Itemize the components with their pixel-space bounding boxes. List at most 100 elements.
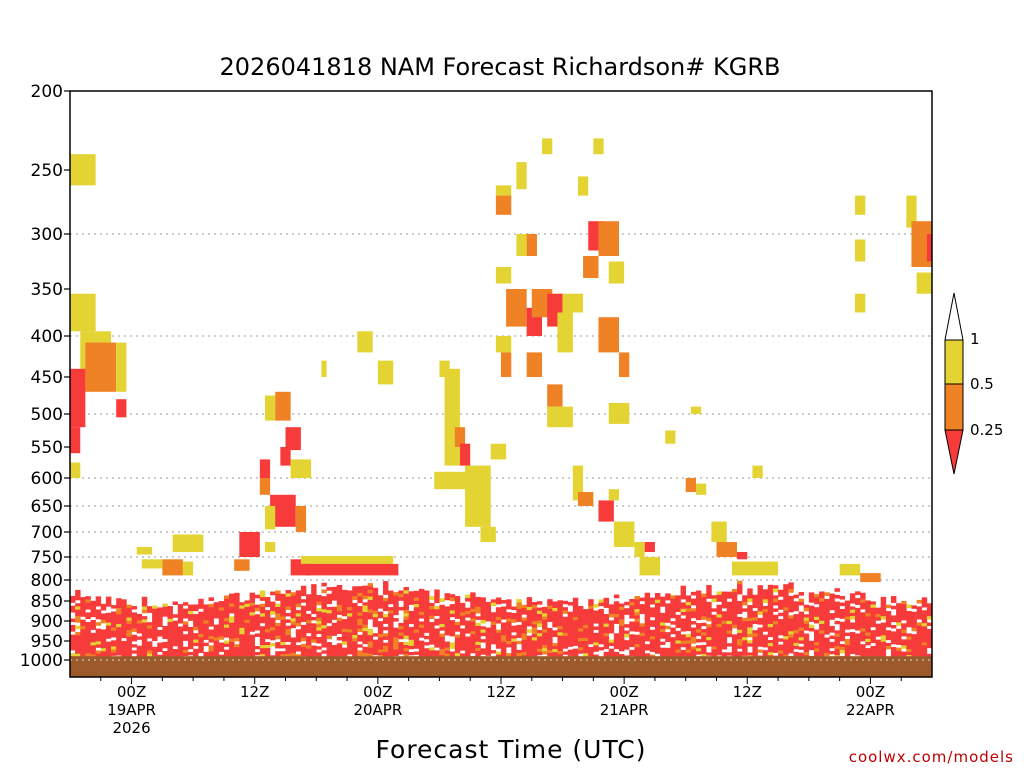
bl-cell [690, 608, 697, 612]
bl-cell [208, 635, 214, 640]
bl-cell [757, 611, 763, 616]
bl-cell [393, 618, 399, 622]
bl-cell [172, 627, 179, 631]
bl-cell [347, 622, 353, 627]
bl-cell [475, 638, 481, 643]
bl-cell [90, 626, 96, 630]
bl-cell [413, 642, 420, 646]
bl-cell [300, 624, 307, 629]
bl-cell [198, 611, 204, 616]
bl-cell [634, 650, 640, 654]
bl-cell [654, 641, 661, 645]
bl-cell [613, 610, 620, 615]
bl-cell [737, 629, 743, 634]
bl-cell [249, 615, 256, 619]
bl-cell [695, 616, 702, 621]
plot-frame [69, 90, 933, 678]
bl-cell [896, 606, 902, 610]
bl-cell [670, 640, 676, 644]
bl-cell [193, 613, 199, 618]
bl-cell [665, 653, 671, 658]
bl-cell [352, 638, 358, 642]
bl-cell [126, 630, 132, 634]
bl-cell [521, 623, 527, 628]
bl-cell [788, 649, 794, 654]
bl-cell [547, 643, 553, 648]
bl-cell [767, 614, 774, 618]
bl-cell [239, 649, 245, 654]
bl-cell [285, 593, 291, 598]
bl-cell [706, 630, 712, 635]
bl-cell [454, 621, 461, 626]
bl-cell [788, 628, 794, 632]
bl-cell [162, 609, 168, 614]
bl-cell [444, 622, 450, 626]
ri-cell-22 [259, 459, 271, 478]
bl-cell [100, 654, 107, 658]
bl-cell [434, 644, 440, 648]
bl-cell [470, 621, 476, 626]
bl-cell [152, 615, 158, 619]
bl-cell [783, 626, 789, 631]
bl-cell [593, 642, 599, 646]
bl-cell [536, 620, 543, 624]
bl-cell [244, 629, 250, 633]
bl-cell [485, 611, 492, 616]
bl-cell [855, 611, 861, 615]
bl-cell [75, 589, 81, 594]
bl-cell [249, 602, 256, 607]
bl-cell [280, 629, 286, 633]
bl-cell [783, 607, 789, 611]
bl-cell [649, 610, 656, 615]
bl-cell [783, 590, 789, 595]
bl-cell [146, 631, 153, 636]
bl-cell [382, 584, 389, 589]
bl-cell [613, 601, 620, 605]
bl-cell [583, 618, 589, 623]
bl-cell [75, 638, 81, 642]
bl-cell [321, 650, 327, 654]
bl-cell [352, 592, 358, 597]
bl-cell [331, 593, 338, 598]
bl-cell [295, 600, 302, 605]
bl-cell [254, 623, 261, 628]
bl-cell [85, 641, 91, 645]
bl-cell [90, 604, 96, 608]
bl-cell [259, 651, 266, 655]
bl-cell [152, 652, 158, 657]
bl-cell [100, 648, 107, 652]
bl-cell [644, 625, 651, 629]
bl-cell [506, 618, 512, 623]
bl-cell [737, 645, 743, 649]
bl-cell [393, 643, 399, 647]
bl-cell [855, 601, 861, 605]
bl-cell [860, 602, 866, 607]
bl-cell [690, 633, 697, 638]
bl-cell [429, 625, 435, 629]
bl-cell [844, 642, 851, 646]
bl-cell [141, 619, 148, 623]
x-tick-label: 12Z [733, 683, 762, 701]
bl-cell [347, 629, 353, 633]
bl-cell [347, 606, 353, 611]
bl-cell [721, 652, 728, 656]
bl-cell [629, 643, 635, 648]
bl-cell [234, 644, 240, 648]
bl-cell [141, 622, 148, 627]
bl-cell [767, 643, 774, 647]
bl-cell [685, 598, 692, 603]
bl-cell [557, 616, 563, 620]
bl-cell [80, 610, 86, 614]
bl-cell [680, 640, 687, 645]
bl-cell [116, 620, 122, 625]
bl-cell [105, 650, 112, 655]
bl-cell [424, 629, 430, 633]
bl-cell [249, 618, 256, 623]
bl-cell [670, 637, 676, 641]
bl-cell [819, 611, 825, 615]
bl-cell [105, 653, 112, 658]
bl-cell [660, 612, 666, 617]
bl-cell [921, 623, 928, 627]
bl-cell [382, 651, 389, 656]
bl-cell [105, 641, 112, 645]
